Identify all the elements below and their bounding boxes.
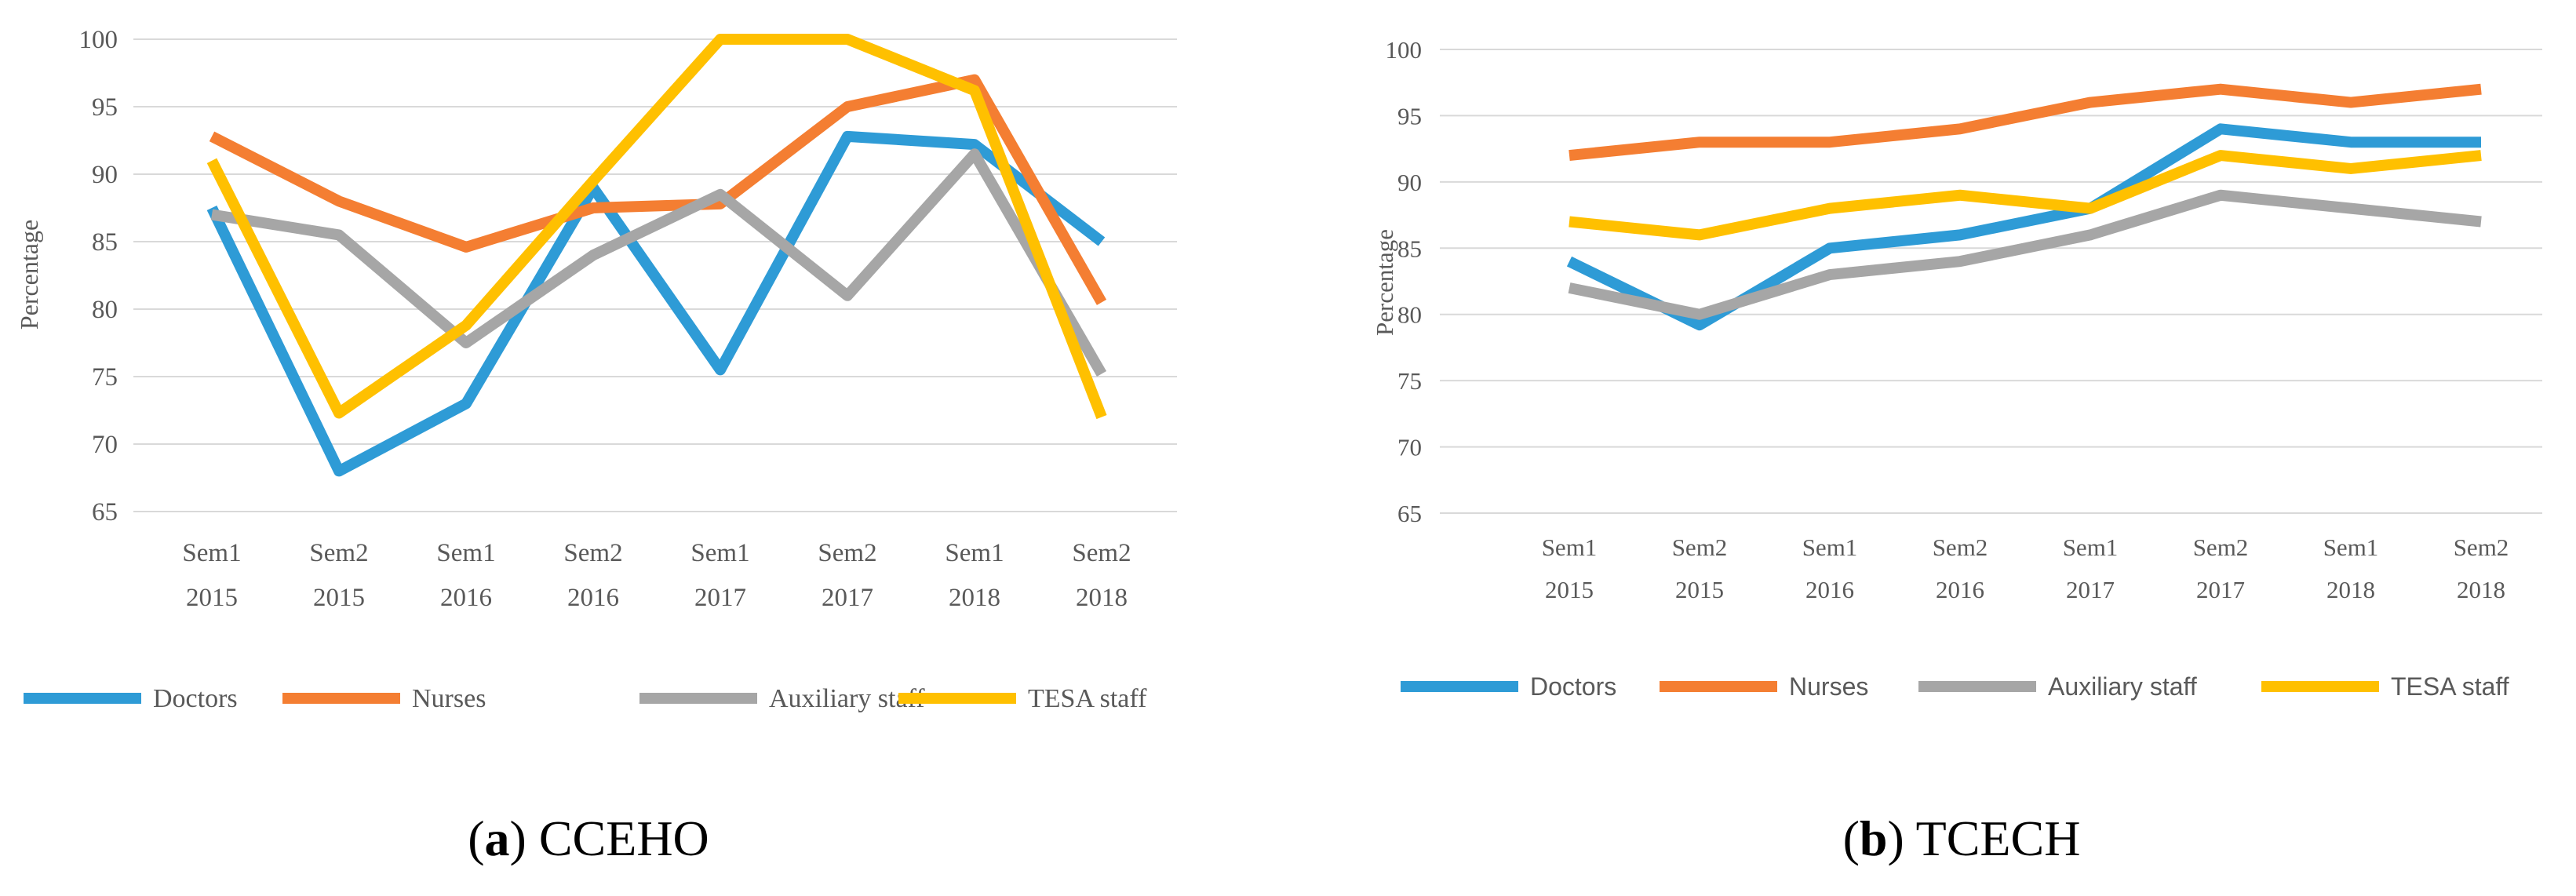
x-tick-label: Sem2	[2193, 534, 2249, 561]
x-tick-label: 2018	[949, 584, 1000, 612]
caption-open: (	[468, 810, 484, 866]
caption-letter: a	[485, 810, 510, 866]
x-tick-label: Sem1	[690, 539, 749, 567]
legend-label-auxiliary-staff: Auxiliary staff	[2048, 672, 2197, 701]
caption-letter: b	[1860, 810, 1888, 866]
series-line-doctors	[1566, 123, 2481, 331]
x-tick-label: 2017	[822, 584, 873, 612]
legend-label-tesa-staff: TESA staff	[2391, 672, 2509, 701]
y-tick-label: 90	[92, 161, 118, 189]
x-tick-label: Sem2	[563, 539, 622, 567]
y-tick-label: 85	[1397, 235, 1422, 262]
chart-caption: (b) TCECH	[1843, 810, 2081, 866]
x-tick-label: Sem2	[1933, 534, 1988, 561]
x-tick-label: Sem2	[2454, 534, 2509, 561]
x-tick-label: 2017	[2196, 576, 2245, 603]
x-tick-label: 2016	[440, 584, 492, 612]
x-tick-label: Sem1	[2323, 534, 2379, 561]
y-tick-label: 75	[1397, 367, 1422, 395]
caption-open: (	[1843, 810, 1860, 866]
series-line-nurses	[1569, 83, 2482, 162]
y-tick-label: 70	[92, 431, 118, 459]
x-tick-label: 2016	[567, 584, 619, 612]
y-tick-label: 65	[1397, 500, 1422, 527]
x-tick-label: 2015	[1675, 576, 1724, 603]
legend-label-doctors: Doctors	[1530, 672, 1616, 701]
y-axis-label: Percentage	[1371, 229, 1398, 336]
x-tick-label: Sem1	[436, 539, 495, 567]
x-tick-label: 2018	[2326, 576, 2375, 603]
x-tick-label: 2018	[2457, 576, 2505, 603]
y-tick-label: 95	[1397, 102, 1422, 129]
x-tick-label: Sem2	[818, 539, 876, 567]
chart-a: 65 70 75 80 85 90 95 100 Percentage Sem1 2015 Sem2 2…	[15, 26, 1177, 866]
series-line-auxiliary-staff	[1568, 189, 2482, 320]
caption-title: ) TCECH	[1887, 810, 2080, 866]
y-tick-label: 90	[1397, 169, 1422, 196]
chart-caption: (a) CCEHO	[468, 810, 709, 866]
x-tick-label: 2016	[1805, 576, 1854, 603]
x-tick-label: Sem2	[309, 539, 368, 567]
y-tick-label: 70	[1397, 434, 1422, 461]
x-tick-label: Sem1	[182, 539, 241, 567]
x-tick-label: 2016	[1936, 576, 1984, 603]
x-tick-label: 2015	[1545, 576, 1594, 603]
x-tick-label: 2015	[186, 584, 238, 612]
caption-title: ) CCEHO	[510, 810, 709, 866]
x-tick-label: Sem1	[945, 539, 1004, 567]
y-tick-label: 65	[92, 498, 118, 526]
legend-label-doctors: Doctors	[153, 684, 238, 713]
x-tick-label: Sem1	[2063, 534, 2119, 561]
x-tick-label: Sem1	[1542, 534, 1598, 561]
x-tick-label: 2015	[313, 584, 365, 612]
series-line-doctors	[206, 130, 1106, 477]
x-tick-label: 2017	[2066, 576, 2115, 603]
y-tick-label: 85	[92, 228, 118, 257]
x-tick-label: 2017	[694, 584, 746, 612]
legend-label-nurses: Nurses	[1789, 672, 1868, 701]
x-tick-label: Sem1	[1802, 534, 1858, 561]
y-tick-label: 100	[79, 26, 118, 54]
x-tick-label: Sem2	[1672, 534, 1728, 561]
series-line-auxiliary-staff	[210, 148, 1107, 377]
y-tick-label: 95	[92, 93, 118, 122]
chart-b: 65 70 75 80 85 90 95 100 Percentage Sem1 2015 Sem2 2…	[1371, 36, 2542, 866]
y-tick-label: 100	[1386, 36, 1423, 64]
y-tick-label: 80	[92, 296, 118, 324]
x-tick-label: Sem2	[1072, 539, 1131, 567]
y-tick-label: 75	[92, 363, 118, 392]
legend-label-tesa-staff: TESA staff	[1028, 684, 1147, 713]
y-axis-label: Percentage	[15, 220, 43, 330]
x-tick-label: 2018	[1076, 584, 1128, 612]
series-line-tesa-staff	[1569, 150, 2482, 241]
y-tick-label: 80	[1397, 301, 1422, 329]
series-line-tesa-staff	[206, 34, 1107, 420]
legend-label-nurses: Nurses	[412, 684, 486, 713]
